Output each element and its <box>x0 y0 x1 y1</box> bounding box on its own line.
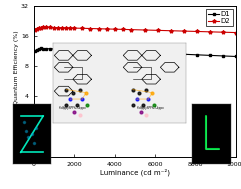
Line: D2: D2 <box>33 25 238 35</box>
D2 <box>47 26 49 29</box>
D1 <box>67 48 70 51</box>
D1 <box>202 54 205 56</box>
Legend: D1, D2: D1, D2 <box>206 9 233 26</box>
D1 <box>47 48 49 50</box>
D2 <box>228 31 231 33</box>
D1 <box>33 50 36 53</box>
Text: Ir(dfppySPPh₂)₂bppo: Ir(dfppySPPh₂)₂bppo <box>59 106 87 110</box>
X-axis label: Luminance (cd m⁻²): Luminance (cd m⁻²) <box>100 168 170 176</box>
D1 <box>235 55 238 58</box>
D2 <box>33 29 36 31</box>
D2 <box>235 31 238 34</box>
D2 <box>40 26 43 28</box>
Y-axis label: External Quantum Efficiency (%): External Quantum Efficiency (%) <box>14 30 20 132</box>
D1 <box>228 55 231 57</box>
D2 <box>67 27 70 29</box>
D1 <box>40 47 43 50</box>
Line: D1: D1 <box>33 47 237 58</box>
D2 <box>202 30 205 33</box>
D2 <box>53 26 55 29</box>
D1 <box>38 47 41 50</box>
D2 <box>39 26 42 29</box>
Text: Ir(dfppySPPh₂)₂bppo: Ir(dfppySPPh₂)₂bppo <box>137 106 165 110</box>
D1 <box>53 48 55 50</box>
